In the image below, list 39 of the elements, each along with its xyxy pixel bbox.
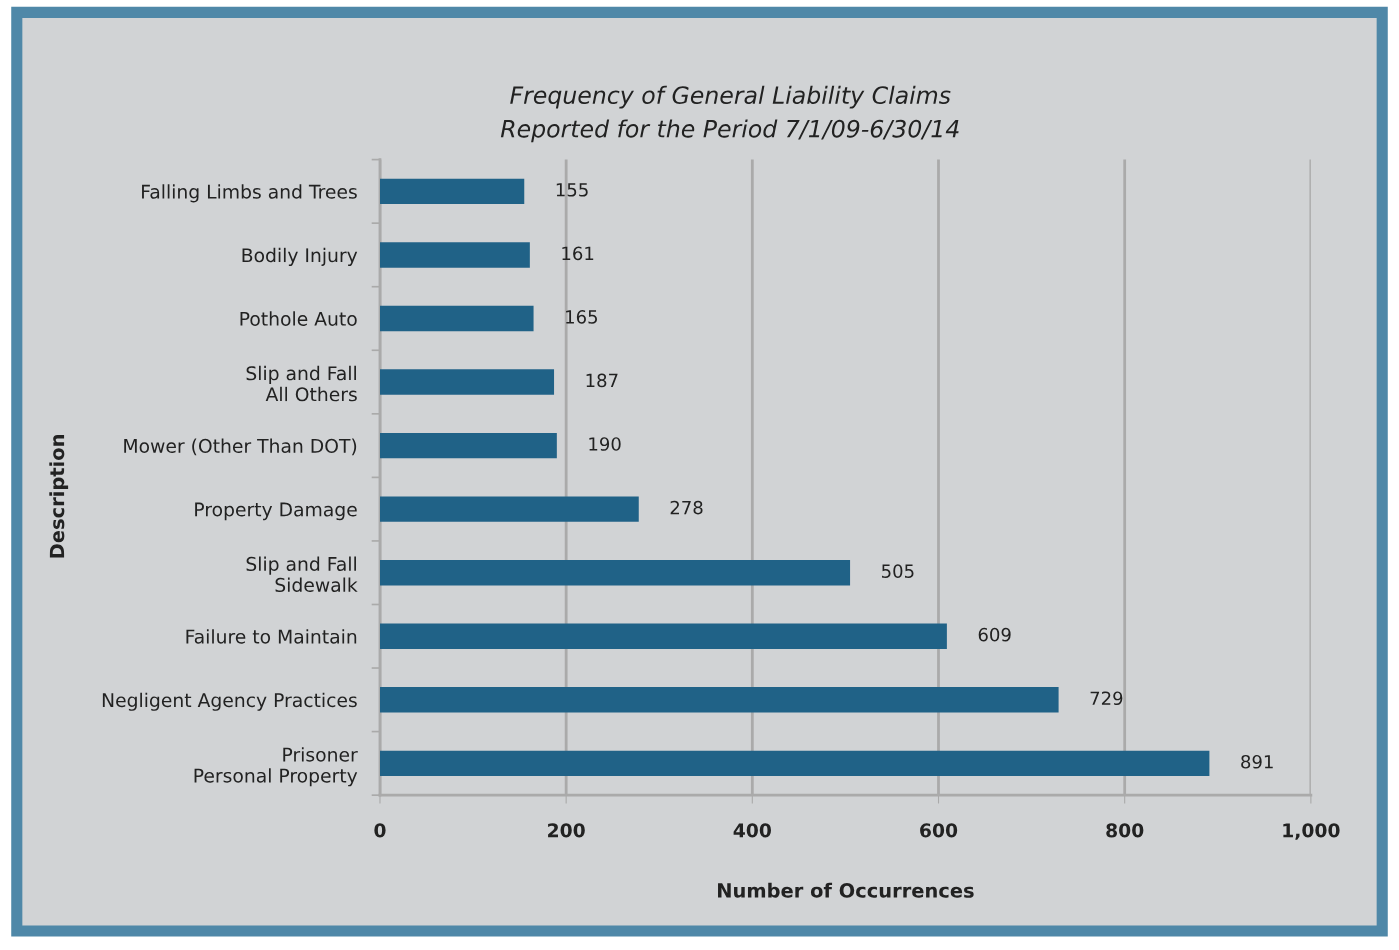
- y-tick-label: Prisoner Personal Property: [194, 747, 358, 787]
- y-tick-label: Negligent Agency Practices: [102, 692, 357, 711]
- y-axis-title: Description: [49, 435, 69, 558]
- bar: [379, 432, 557, 459]
- y-tick-label: Slip and Fall Sidewalk: [246, 556, 358, 593]
- data-label: 190: [589, 437, 621, 451]
- data-label: 165: [566, 310, 598, 324]
- x-tick-label: 1,000: [1283, 823, 1340, 840]
- y-tick-label: Pothole Auto: [240, 311, 357, 326]
- data-label: 278: [670, 500, 703, 515]
- x-tick-label: 800: [1106, 823, 1144, 838]
- bar: [379, 369, 555, 395]
- y-tick-label: Mower (Other Than DOT): [124, 438, 357, 456]
- bar: [379, 496, 639, 522]
- bar: [379, 750, 1210, 777]
- data-label: 505: [882, 564, 914, 578]
- data-label: 161: [562, 246, 594, 261]
- bar: [379, 560, 851, 586]
- x-axis-title: Number of Occurrences: [718, 882, 974, 898]
- data-label: 729: [1090, 691, 1123, 706]
- x-tick-label: 0: [374, 823, 386, 838]
- chart-title: Frequency of General Liability Claims Reported for the Period 7/1/09-6/30/14: [500, 85, 959, 143]
- bar: [379, 687, 1059, 713]
- y-tick-label: Failure to Maintain: [186, 629, 357, 644]
- data-label: 609: [978, 627, 1011, 642]
- y-tick-label: Falling Limbs and Trees: [142, 184, 357, 203]
- y-tick-label: Bodily Injury: [242, 247, 358, 266]
- x-tick-label: 200: [548, 823, 585, 838]
- data-label: 155: [556, 183, 588, 197]
- x-tick-label: 400: [733, 823, 771, 838]
- bar: [379, 305, 534, 332]
- y-tick-label: Slip and Fall All Others: [246, 365, 357, 402]
- data-label: 891: [1241, 754, 1273, 769]
- y-tick-label: Property Damage: [195, 502, 357, 521]
- bar: [379, 242, 530, 268]
- bar: [379, 623, 947, 649]
- x-tick-label: 600: [920, 823, 958, 838]
- bar: [379, 178, 525, 205]
- data-label: 187: [586, 373, 618, 388]
